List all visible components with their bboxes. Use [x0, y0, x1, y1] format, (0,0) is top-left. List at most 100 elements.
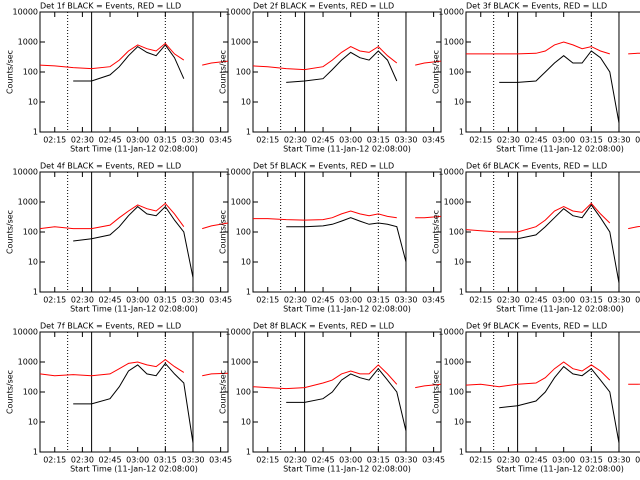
x-tick-label: 03:45 — [422, 456, 445, 465]
chart-title: Det 9f BLACK = Events, RED = LLD — [466, 322, 607, 331]
x-tick-label: 03:15 — [580, 136, 603, 145]
x-tick-label: 02:30 — [497, 296, 520, 305]
y-tick-label: 10000 — [226, 168, 251, 177]
chart-title: Det 8f BLACK = Events, RED = LLD — [253, 322, 394, 331]
y-tick-label: 10 — [454, 418, 464, 427]
x-tick-label: 03:00 — [339, 296, 362, 305]
series-line — [499, 204, 620, 284]
x-tick-label: 03:00 — [126, 296, 149, 305]
x-tick-label: 03:45 — [209, 296, 232, 305]
x-axis-label: Start Time (11-Jan-12 02:08:00) — [283, 145, 411, 154]
y-tick-label: 10000 — [439, 168, 464, 177]
x-tick-label: 02:30 — [497, 136, 520, 145]
x-tick-label: 02:45 — [525, 456, 548, 465]
x-tick-label: 02:15 — [256, 296, 279, 305]
y-tick-label: 1000 — [444, 38, 464, 47]
y-tick-label: 100 — [449, 228, 464, 237]
y-tick-label: 1000 — [444, 358, 464, 367]
x-axis-label: Start Time (11-Jan-12 02:08:00) — [496, 145, 624, 154]
x-tick-label: 03:00 — [339, 136, 362, 145]
series-line — [286, 367, 407, 432]
y-tick-label: 1000 — [18, 38, 38, 47]
y-tick-label: 10000 — [226, 8, 251, 17]
x-tick-label: 03:15 — [367, 456, 390, 465]
x-tick-label: 02:45 — [525, 136, 548, 145]
chart-title: Det 5f BLACK = Events, RED = LLD — [253, 162, 394, 171]
x-tick-label: 03:45 — [635, 136, 640, 145]
y-tick-label: 1 — [459, 288, 464, 297]
y-tick-label: 10000 — [13, 8, 38, 17]
x-tick-label: 03:30 — [181, 296, 204, 305]
y-tick-label: 10 — [28, 258, 38, 267]
y-axis-label: Counts/sec — [432, 210, 441, 254]
y-axis-label: Counts/sec — [6, 210, 15, 254]
y-tick-label: 10000 — [13, 328, 38, 337]
x-tick-label: 02:15 — [469, 136, 492, 145]
y-tick-label: 1 — [459, 128, 464, 137]
plot-frame — [465, 11, 640, 133]
x-tick-label: 03:30 — [607, 136, 630, 145]
x-tick-label: 03:00 — [126, 456, 149, 465]
y-tick-label: 1 — [459, 448, 464, 457]
x-axis-label: Start Time (11-Jan-12 02:08:00) — [496, 465, 624, 474]
x-tick-label: 03:45 — [422, 136, 445, 145]
y-tick-label: 10 — [241, 258, 251, 267]
series-line — [39, 202, 229, 230]
x-tick-label: 03:30 — [394, 136, 417, 145]
y-tick-label: 10 — [241, 418, 251, 427]
y-tick-label: 1 — [33, 288, 38, 297]
y-tick-label: 10 — [28, 418, 38, 427]
chart-title: Det 7f BLACK = Events, RED = LLD — [40, 322, 181, 331]
y-tick-label: 100 — [23, 388, 38, 397]
x-tick-label: 02:15 — [256, 456, 279, 465]
x-tick-label: 03:30 — [394, 456, 417, 465]
y-tick-label: 10000 — [13, 168, 38, 177]
y-tick-label: 10 — [241, 98, 251, 107]
x-tick-label: 02:30 — [497, 456, 520, 465]
x-tick-label: 02:45 — [99, 136, 122, 145]
series-line — [465, 202, 640, 233]
x-tick-label: 03:45 — [422, 296, 445, 305]
y-tick-label: 10 — [28, 98, 38, 107]
series-line — [39, 358, 229, 377]
series-line — [499, 50, 620, 124]
y-tick-label: 10000 — [226, 328, 251, 337]
series-line — [252, 364, 442, 390]
y-tick-label: 10 — [454, 258, 464, 267]
x-tick-label: 03:30 — [394, 296, 417, 305]
x-tick-label: 03:15 — [367, 136, 390, 145]
y-tick-label: 10 — [454, 98, 464, 107]
series-line — [286, 50, 398, 83]
series-line — [286, 217, 407, 263]
series-line — [73, 362, 194, 444]
x-tick-label: 02:15 — [43, 296, 66, 305]
y-axis-label: Counts/sec — [6, 370, 15, 414]
series-line — [499, 365, 620, 444]
x-tick-label: 03:30 — [181, 136, 204, 145]
y-axis-label: Counts/sec — [432, 370, 441, 414]
series-line — [73, 205, 194, 278]
x-tick-label: 03:00 — [552, 136, 575, 145]
x-tick-label: 02:30 — [284, 296, 307, 305]
x-tick-label: 03:45 — [209, 456, 232, 465]
y-tick-label: 1 — [246, 128, 251, 137]
x-axis-label: Start Time (11-Jan-12 02:08:00) — [283, 465, 411, 474]
y-tick-label: 1000 — [231, 198, 251, 207]
x-tick-label: 03:15 — [154, 456, 177, 465]
x-axis-label: Start Time (11-Jan-12 02:08:00) — [70, 305, 198, 314]
y-tick-label: 1 — [246, 448, 251, 457]
y-tick-label: 1 — [246, 288, 251, 297]
x-tick-label: 03:00 — [126, 136, 149, 145]
y-tick-label: 100 — [236, 68, 251, 77]
x-axis-label: Start Time (11-Jan-12 02:08:00) — [283, 305, 411, 314]
x-axis-label: Start Time (11-Jan-12 02:08:00) — [70, 145, 198, 154]
y-tick-label: 10000 — [439, 8, 464, 17]
y-tick-label: 10000 — [439, 328, 464, 337]
y-tick-label: 1000 — [18, 358, 38, 367]
plot-frame — [39, 171, 229, 293]
y-tick-label: 100 — [449, 68, 464, 77]
x-tick-label: 03:15 — [154, 296, 177, 305]
x-tick-label: 02:15 — [469, 456, 492, 465]
x-tick-label: 03:45 — [635, 296, 640, 305]
